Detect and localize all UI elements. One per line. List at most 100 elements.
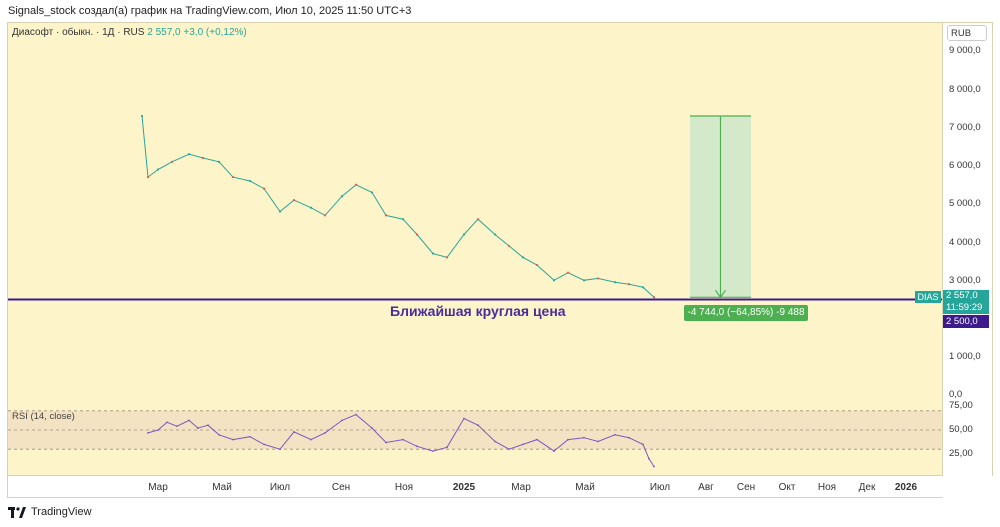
rsi-tick: 75,00	[949, 400, 973, 411]
rsi-tick: 50,00	[949, 424, 973, 435]
rsi-point	[597, 440, 599, 443]
currency-selector[interactable]: RUB	[947, 25, 987, 41]
price-point	[170, 160, 174, 163]
price-point	[627, 283, 631, 286]
rsi-point	[614, 433, 616, 436]
time-tick: 2025	[452, 482, 476, 493]
time-tick: Май	[575, 482, 595, 493]
price-tick: 9 000,0	[949, 45, 981, 56]
chart-area[interactable]	[7, 22, 943, 476]
bar-countdown: 11:59:29	[946, 302, 983, 313]
price-point	[187, 153, 191, 156]
measure-arrow-head	[715, 289, 726, 299]
time-tick: Дек	[858, 482, 876, 493]
time-tick: Июл	[269, 482, 291, 493]
price-tick: 7 000,0	[949, 122, 981, 133]
price-point	[262, 187, 266, 190]
time-tick: Авг	[698, 482, 714, 493]
price-point	[462, 233, 466, 236]
rsi-point	[536, 438, 538, 441]
rsi-series-line	[147, 414, 655, 467]
price-point	[340, 195, 344, 198]
price-tick: 8 000,0	[949, 84, 981, 95]
time-tick: Ноя	[394, 482, 414, 493]
price-tick: 0,0	[949, 389, 963, 400]
price-point	[431, 252, 435, 255]
rsi-point	[279, 448, 281, 451]
price-point	[323, 214, 327, 217]
price-point	[201, 156, 205, 160]
rsi-point	[371, 427, 373, 429]
price-point	[217, 160, 221, 163]
rsi-point	[477, 424, 479, 427]
rsi-band	[8, 410, 942, 450]
time-axis[interactable]	[7, 476, 943, 498]
tradingview-icon	[8, 506, 26, 518]
rsi-point	[293, 431, 295, 433]
price-point	[596, 277, 600, 280]
price-series-line	[141, 115, 655, 298]
legend-change: +3,0 (+0,12%)	[183, 27, 247, 38]
symbol-name[interactable]: Диасофт · обыкн. · 1Д · RUS	[12, 27, 145, 38]
price-point	[445, 256, 449, 259]
legend-price: 2 557,0	[147, 27, 181, 38]
price-scale[interactable]	[943, 22, 993, 476]
price-point	[156, 168, 160, 171]
time-tick: Май	[212, 482, 232, 493]
price-point	[140, 114, 144, 118]
price-point	[309, 206, 313, 209]
rsi-point	[628, 436, 630, 439]
price-point	[231, 176, 235, 179]
time-tick: Июл	[649, 482, 671, 493]
price-point	[384, 214, 388, 217]
time-tick: Сен	[736, 482, 756, 493]
price-point	[641, 286, 645, 289]
rsi-point	[197, 427, 199, 429]
measure-label[interactable]: -4 744,0 (−64,85%) -9 488	[684, 305, 808, 321]
last-price-value: 2 557,0	[946, 290, 978, 301]
rsi-point	[494, 440, 496, 443]
rsi-point	[263, 443, 265, 446]
price-tick: 4 000,0	[949, 237, 981, 248]
rsi-point	[310, 438, 312, 441]
rsi-legend[interactable]: RSI (14, close)	[12, 411, 75, 422]
rsi-point	[207, 424, 209, 427]
rsi-point	[508, 448, 510, 451]
price-point	[535, 263, 539, 267]
tradingview-logo[interactable]: TradingView	[8, 506, 92, 518]
price-point	[401, 218, 405, 221]
tradingview-brand: TradingView	[31, 506, 92, 518]
price-tick: 6 000,0	[949, 160, 981, 171]
time-tick: Окт	[778, 482, 796, 493]
price-tick: 1 000,0	[949, 351, 981, 362]
rsi-tick: 25,00	[949, 448, 973, 459]
symbol-legend: Диасофт · обыкн. · 1Д · RUS 2 557,0 +3,0…	[12, 27, 247, 38]
rsi-point	[416, 445, 418, 448]
price-point	[582, 279, 586, 282]
price-point	[507, 244, 511, 248]
time-tick: Мар	[148, 482, 168, 493]
time-tick: Ноя	[817, 482, 837, 493]
rsi-point	[232, 438, 234, 441]
price-point	[354, 183, 358, 186]
price-tick: 5 000,0	[949, 198, 981, 209]
price-point	[566, 271, 570, 274]
rsi-point	[218, 433, 220, 436]
price-point	[292, 198, 296, 202]
level-annotation[interactable]: Ближайшая круглая цена	[390, 303, 566, 319]
price-point	[493, 233, 497, 236]
time-tick: 2026	[894, 482, 918, 493]
rsi-point	[324, 431, 326, 434]
price-point	[248, 179, 252, 183]
price-point	[370, 191, 374, 194]
price-point	[415, 233, 419, 236]
rsi-point	[642, 443, 644, 446]
rsi-point	[355, 413, 357, 416]
rsi-point	[553, 450, 555, 453]
time-tick: Сен	[331, 482, 351, 493]
rsi-point	[583, 436, 585, 439]
rsi-point	[166, 421, 168, 424]
price-point	[476, 218, 480, 221]
rsi-point	[402, 438, 404, 441]
